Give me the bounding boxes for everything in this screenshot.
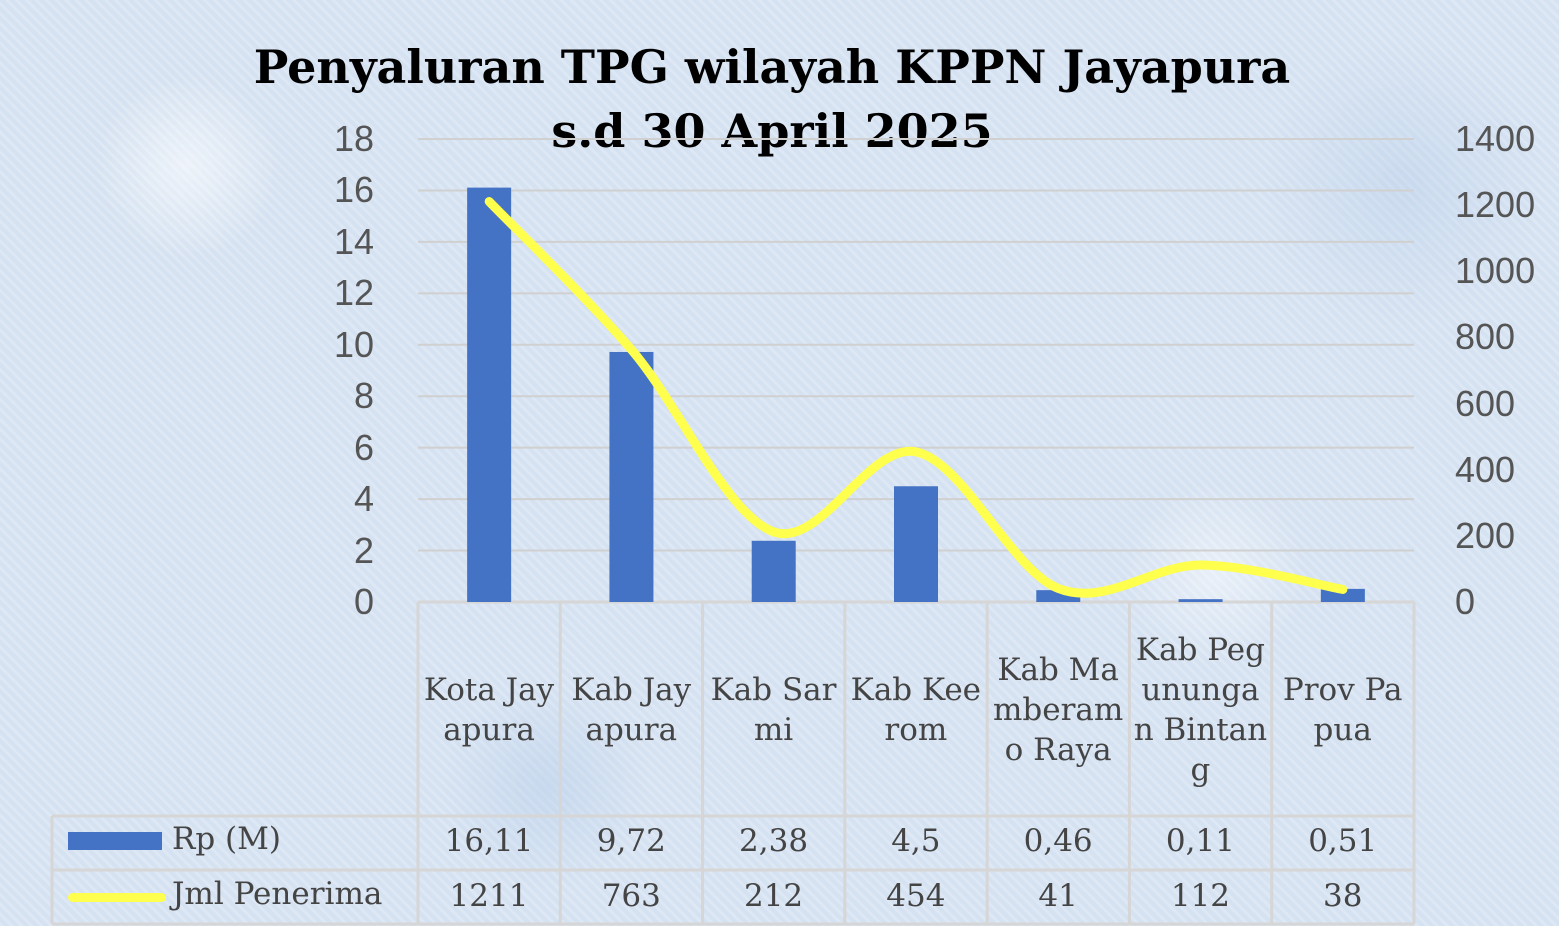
bar-4 (1036, 590, 1081, 602)
y-left-tick-label: 0 (353, 581, 374, 622)
table-cell-jml: 212 (743, 878, 804, 914)
y-right-tick-label: 800 (1455, 316, 1516, 358)
chart-title-line-1: Penyaluran TPG wilayah KPPN Jayapura (253, 40, 1291, 94)
chart-subtitle: s.d 30 April 2025 (551, 104, 993, 158)
x-category-label: Kab Pegunungan Bintang (1133, 632, 1268, 788)
y-left-tick-label: 14 (333, 220, 374, 262)
table-cell-jml: 41 (1038, 878, 1078, 914)
legend-swatch-bar (68, 832, 162, 850)
table-cell-rp: 16,11 (444, 823, 534, 859)
y-right-tick-label: 200 (1455, 514, 1516, 556)
y-right-tick-label: 0 (1455, 581, 1476, 622)
x-category-label: Prov Papua (1282, 672, 1403, 748)
y-right-tick-label: 600 (1455, 382, 1516, 424)
table-cell-rp: 4,5 (891, 823, 941, 859)
x-category-label: Kota Jayapura (423, 672, 555, 748)
x-category-label: Kab Mamberamo Raya (992, 652, 1124, 768)
bar-3 (894, 486, 938, 602)
y-right-tick-label: 1400 (1455, 118, 1536, 159)
legend-label-rp: Rp (M) (172, 821, 281, 857)
x-category-label: Kab Keerom (850, 672, 982, 748)
y-left-tick-label: 10 (333, 323, 374, 365)
y-left-tick-label: 2 (353, 529, 374, 571)
bar-0 (467, 187, 512, 603)
table-cell-rp: 0,51 (1308, 823, 1378, 859)
table-cell-jml: 38 (1322, 878, 1363, 914)
y-right-tick-label: 1200 (1455, 184, 1536, 226)
table-cell-rp: 0,11 (1165, 823, 1235, 859)
table-cell-jml: 454 (886, 878, 946, 914)
table-cell-rp: 0,46 (1023, 823, 1093, 859)
bar-6 (1320, 588, 1365, 602)
table-cell-jml: 1211 (449, 878, 529, 914)
line-series-jml-penerima (484, 197, 1348, 598)
y-left-tick-label: 12 (333, 272, 374, 314)
y-left-tick-label: 8 (353, 375, 374, 417)
bar-5 (1178, 599, 1223, 602)
x-category-label: Kab Sarmi (710, 672, 837, 748)
y-right-tick-label: 400 (1455, 448, 1516, 490)
x-category-label: Kab Jayapura (571, 672, 692, 748)
legend-swatch-line (68, 893, 166, 902)
table-cell-rp: 2,38 (739, 823, 809, 859)
bar-1 (609, 351, 654, 602)
table-cell-jml: 112 (1170, 878, 1230, 914)
y-left-tick-label: 16 (333, 169, 374, 211)
bar-2 (751, 540, 796, 602)
table-cell-jml: 763 (601, 878, 661, 914)
legend-label-jml: Jml Penerima (172, 876, 383, 912)
y-left-tick-label: 6 (353, 426, 374, 468)
y-left-tick-label: 4 (353, 478, 374, 520)
y-right-tick-label: 1000 (1455, 250, 1536, 292)
y-left-tick-label: 18 (333, 118, 374, 159)
table-cell-rp: 9,72 (596, 823, 666, 859)
